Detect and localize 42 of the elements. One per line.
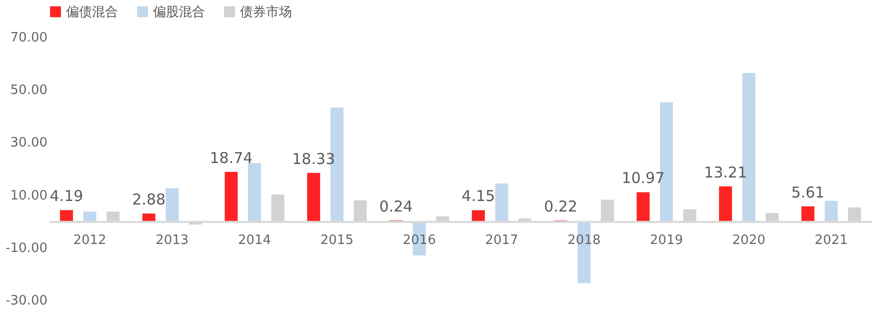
data-label: 5.61 <box>791 183 825 202</box>
data-label: 10.97 <box>622 169 665 188</box>
data-label: 13.21 <box>704 163 747 182</box>
data-label: 0.22 <box>544 198 578 216</box>
y-tick-label: 50.00 <box>10 83 48 98</box>
bar <box>495 183 508 222</box>
bar <box>248 162 262 222</box>
legend-label: 偏债混合 <box>66 4 118 20</box>
y-tick-label: -30.00 <box>6 294 48 308</box>
data-label: 2.88 <box>132 190 166 209</box>
bar <box>60 210 73 222</box>
data-label: 18.74 <box>210 148 253 167</box>
bar <box>824 200 838 222</box>
bar <box>142 214 156 222</box>
x-tick-label: 2016 <box>402 232 436 248</box>
data-label: 0.24 <box>379 197 413 216</box>
y-tick-label: -10.00 <box>6 240 48 256</box>
x-tick-label: 2019 <box>650 232 684 248</box>
data-label: 4.15 <box>462 187 496 206</box>
x-tick-label: 2017 <box>485 232 518 248</box>
data-label: 18.33 <box>292 150 336 168</box>
x-tick-label: 2015 <box>320 232 354 248</box>
bar <box>224 172 238 222</box>
x-tick-label: 2020 <box>732 232 766 248</box>
legend-label: 偏股混合 <box>153 4 205 20</box>
data-label: 4.19 <box>50 187 84 206</box>
x-tick-label: 2018 <box>568 232 601 248</box>
bar <box>801 206 814 222</box>
bar <box>166 188 179 222</box>
y-tick-label: 30.00 <box>10 136 48 151</box>
x-tick-label: 2014 <box>238 232 272 248</box>
x-tick-label: 2021 <box>814 232 848 248</box>
legend-label: 债券市场 <box>240 4 292 20</box>
x-tick-label: 2013 <box>156 232 189 248</box>
bar <box>636 192 650 222</box>
bar <box>83 212 96 222</box>
x-tick-label: 2012 <box>73 232 106 248</box>
y-tick-label: 70.00 <box>10 30 48 46</box>
y-tick-label: 10.00 <box>10 188 48 204</box>
bar <box>719 186 732 222</box>
bar <box>307 172 320 222</box>
bar <box>472 210 485 222</box>
